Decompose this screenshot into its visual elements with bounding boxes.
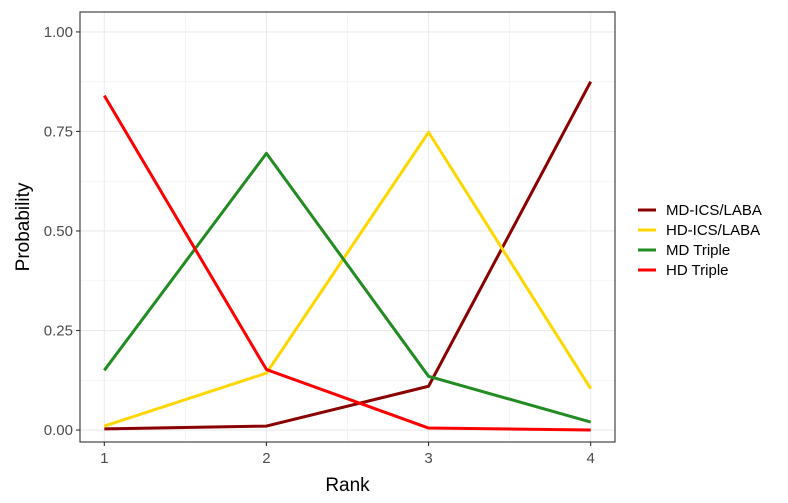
- y-tick-label: 0.75: [44, 123, 73, 140]
- y-tick-label: 0.25: [44, 323, 73, 340]
- legend-label-1: HD-ICS/LABA: [666, 222, 760, 239]
- legend-label-3: HD Triple: [666, 262, 729, 279]
- series-line-2: [103, 151, 592, 424]
- series-line-3: [103, 94, 591, 432]
- x-axis-title: Rank: [325, 475, 370, 496]
- x-tick-label: 3: [424, 450, 432, 467]
- legend: MD-ICS/LABA HD-ICS/LABA MD Triple HD Triple: [638, 202, 762, 279]
- series-lines: [103, 80, 593, 432]
- y-tick-label: 0.50: [44, 223, 73, 240]
- panel-border: [79, 11, 616, 443]
- series-line-1: [103, 130, 592, 428]
- grid-lines: [80, 12, 615, 442]
- x-tick-label: 2: [262, 450, 270, 467]
- series-line-0: [104, 80, 593, 431]
- y-tick-label: 0.00: [44, 422, 73, 439]
- x-tick-label: 1: [100, 450, 108, 467]
- axes: 1 2 3 4 0.00 0.25 0.50 0.75 1.00: [44, 24, 595, 467]
- legend-label-2: MD Triple: [666, 242, 730, 259]
- y-tick-label: 1.00: [44, 24, 73, 41]
- x-tick-label: 4: [587, 450, 595, 467]
- y-axis-title: Probability: [13, 182, 34, 271]
- legend-label-0: MD-ICS/LABA: [666, 202, 762, 219]
